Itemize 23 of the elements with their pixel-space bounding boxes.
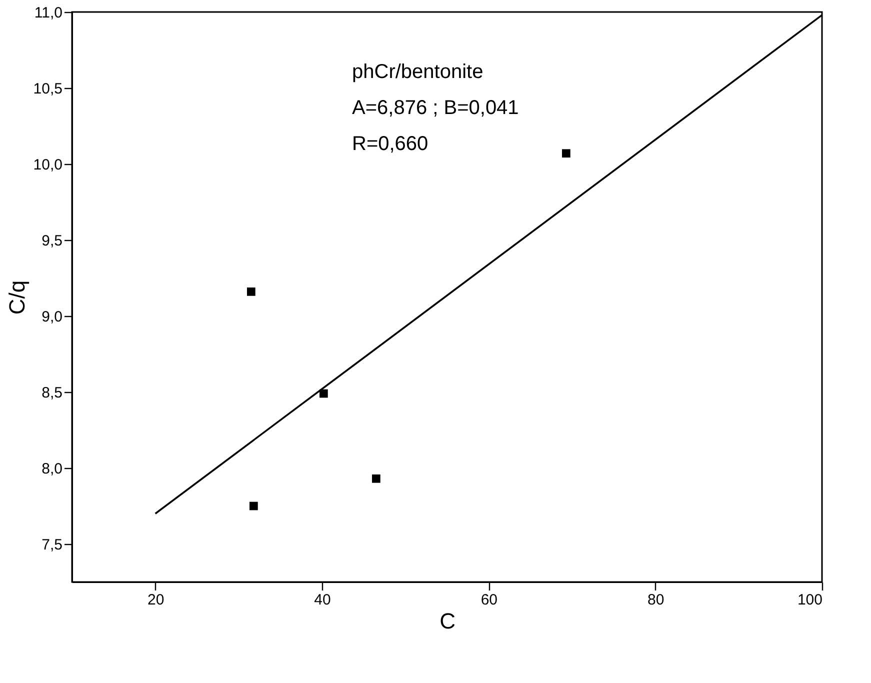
y-tick-label: 8,0 [42, 460, 62, 478]
point [249, 502, 258, 510]
y-tick-label: 9,5 [42, 232, 62, 250]
y-tick-label: 7,5 [42, 536, 62, 554]
x-tick-label: 80 [647, 592, 664, 608]
y-tick-label: 10,5 [33, 80, 62, 98]
x-tick-label: 100 [797, 592, 822, 608]
x-axis-title: C [440, 608, 456, 634]
y-tick-label: 8,5 [42, 384, 62, 402]
point [562, 149, 570, 158]
point [246, 287, 256, 296]
x-tick-label: 60 [480, 592, 498, 608]
annotation: phCr/bentonite [352, 61, 484, 83]
point [372, 474, 380, 483]
y-tick-label: 10,0 [33, 156, 62, 174]
x-tick-label: 20 [147, 592, 164, 608]
y-tick-label: 9,0 [42, 308, 62, 326]
point [319, 389, 328, 398]
y-axis-title: C/q [4, 280, 30, 315]
x-tick-label: 40 [314, 592, 331, 608]
y-tick-label: 11,0 [34, 4, 62, 22]
annotation: R=0,660 [352, 133, 428, 155]
annotation: A=6,876 ; B=0,041 [352, 97, 519, 119]
